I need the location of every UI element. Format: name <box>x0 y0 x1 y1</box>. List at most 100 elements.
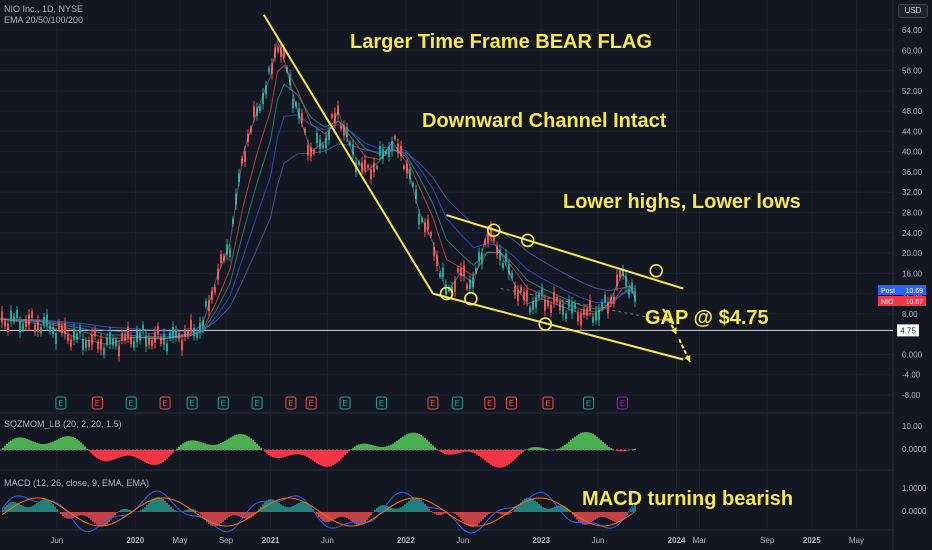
candle <box>391 141 393 152</box>
macd-bar <box>104 512 106 526</box>
earnings-badge <box>583 396 595 410</box>
sqzmom-bar <box>274 450 276 458</box>
sqzmom-bar <box>538 447 540 450</box>
earnings-badge <box>339 396 351 410</box>
candle <box>139 332 141 341</box>
macd-bar <box>308 504 310 512</box>
earnings-marker: E <box>305 396 317 410</box>
macd-bar <box>6 504 8 512</box>
sqzmom-bar <box>508 450 510 465</box>
currency-button[interactable]: USD <box>898 4 928 18</box>
candle <box>328 130 330 141</box>
macd-bar <box>456 512 458 515</box>
macd-bar <box>504 512 506 516</box>
macd-bar <box>100 512 102 527</box>
sqzmom-bar <box>344 450 346 456</box>
candle <box>169 332 171 339</box>
sqzmom-bar <box>72 437 74 450</box>
macd-bar <box>32 505 34 512</box>
macd-tick-label: 1.0000 <box>902 484 927 493</box>
sqzmom-bar <box>204 443 206 450</box>
candle <box>238 173 240 182</box>
macd-bar <box>530 497 532 512</box>
macd-bar <box>126 509 128 512</box>
sqzmom-bar <box>472 450 474 453</box>
candle <box>145 335 147 347</box>
macd-bar <box>142 508 144 512</box>
sqzmom-bar <box>310 450 312 460</box>
price-tick-label: 64.00 <box>902 26 923 35</box>
sqzmom-bar <box>602 441 604 450</box>
macd-bar <box>400 507 402 512</box>
candle <box>211 291 213 300</box>
macd-bar <box>444 512 446 514</box>
macd-bar <box>328 512 330 522</box>
candle <box>460 267 462 277</box>
macd-bar <box>112 512 114 518</box>
macd-bar <box>424 504 426 512</box>
candle <box>4 320 6 327</box>
candle <box>172 326 174 338</box>
macd-bar <box>226 512 228 519</box>
sqzmom-bar <box>348 450 350 452</box>
candle <box>286 67 288 72</box>
sqzmom-bar <box>90 450 92 453</box>
candle <box>19 321 21 333</box>
channel-midline <box>500 288 684 325</box>
candle <box>346 127 348 138</box>
sqzmom-bar <box>46 443 48 450</box>
sqzmom-bar <box>440 450 442 453</box>
sqzmom-bar <box>8 442 10 450</box>
macd-bar <box>402 506 404 512</box>
sqzmom-bar <box>520 450 522 454</box>
candle <box>385 150 387 154</box>
macd-bar <box>362 512 364 524</box>
sqzmom-bar <box>32 441 34 450</box>
sqzmom-bar <box>372 445 374 450</box>
sqzmom-bar <box>582 432 584 450</box>
candle <box>295 102 297 107</box>
macd-bar <box>344 512 346 518</box>
earnings-label: E <box>487 399 492 408</box>
sqzmom-bar <box>148 450 150 464</box>
earnings-marker: E <box>251 396 263 410</box>
sqzmom-bar <box>488 450 490 464</box>
sqzmom-bar <box>578 434 580 450</box>
macd-bar <box>380 505 382 512</box>
sqzmom-bar <box>390 444 392 450</box>
sqzmom-bar <box>392 443 394 450</box>
sqzmom-bar <box>408 433 410 450</box>
sqzmom-bar <box>292 450 294 455</box>
candle <box>376 165 378 169</box>
sqzmom-bar <box>584 432 586 450</box>
macd-bar <box>316 512 318 515</box>
candle <box>601 302 603 309</box>
macd-bar <box>414 497 416 512</box>
candle <box>82 338 84 350</box>
sqzmom-bar <box>28 439 30 450</box>
macd-bar <box>440 512 442 515</box>
macd-bar <box>292 505 294 512</box>
macd-bar <box>318 512 320 517</box>
earnings-badge <box>305 396 317 410</box>
earnings-badge <box>484 396 496 410</box>
macd-bar <box>592 512 594 522</box>
sqzmom-bar <box>54 440 56 450</box>
sqzmom-bar <box>428 441 430 450</box>
macd-bar <box>242 512 244 518</box>
time-tick-label: 2024 <box>668 536 686 545</box>
sqzmom-bar <box>44 443 46 450</box>
macd-bar <box>8 503 10 512</box>
earnings-badge <box>505 396 517 410</box>
candle <box>256 107 258 117</box>
candle <box>40 327 42 334</box>
candle <box>181 339 183 351</box>
macd-bar <box>350 512 352 521</box>
candle <box>337 105 339 115</box>
sqzmom-bar <box>478 450 480 456</box>
macd-bar <box>524 498 526 512</box>
macd-bar <box>358 512 360 525</box>
candle <box>67 334 69 341</box>
sqzmom-bar <box>316 450 318 464</box>
candle <box>475 267 477 273</box>
